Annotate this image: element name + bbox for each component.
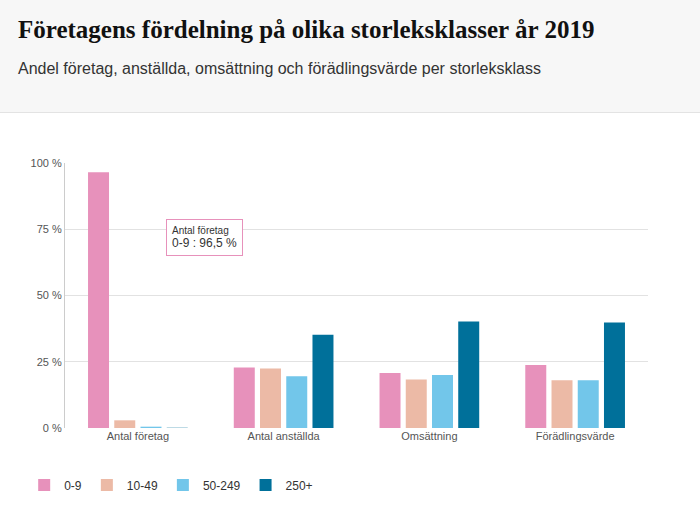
svg-text:Förädlingsvärde: Förädlingsvärde bbox=[536, 430, 615, 442]
svg-text:Omsättning: Omsättning bbox=[401, 430, 457, 442]
svg-text:Antal företag0-9 : 96,5 %: Antal företag0-9 : 96,5 % bbox=[172, 225, 237, 250]
svg-text:75 %: 75 % bbox=[37, 223, 62, 235]
svg-text:10-49: 10-49 bbox=[127, 479, 158, 493]
svg-text:50-249: 50-249 bbox=[203, 479, 241, 493]
svg-text:0 %: 0 % bbox=[43, 422, 62, 434]
svg-text:Antal företag: Antal företag bbox=[107, 430, 169, 442]
svg-text:50 %: 50 % bbox=[37, 289, 62, 301]
html-text:Företagens fördelning på olika: Företagens fördelning på olika storleksk… bbox=[18, 16, 595, 43]
svg-text:25 %: 25 % bbox=[37, 356, 62, 368]
html-text:Andel företag, anställda, omsä: Andel företag, anställda, omsättning och… bbox=[18, 60, 541, 77]
svg-text:Antal anställda: Antal anställda bbox=[248, 430, 321, 442]
svg-text:100 %: 100 % bbox=[31, 157, 62, 169]
svg-text:0-9: 0-9 bbox=[64, 479, 82, 493]
svg-text:250+: 250+ bbox=[286, 479, 313, 493]
